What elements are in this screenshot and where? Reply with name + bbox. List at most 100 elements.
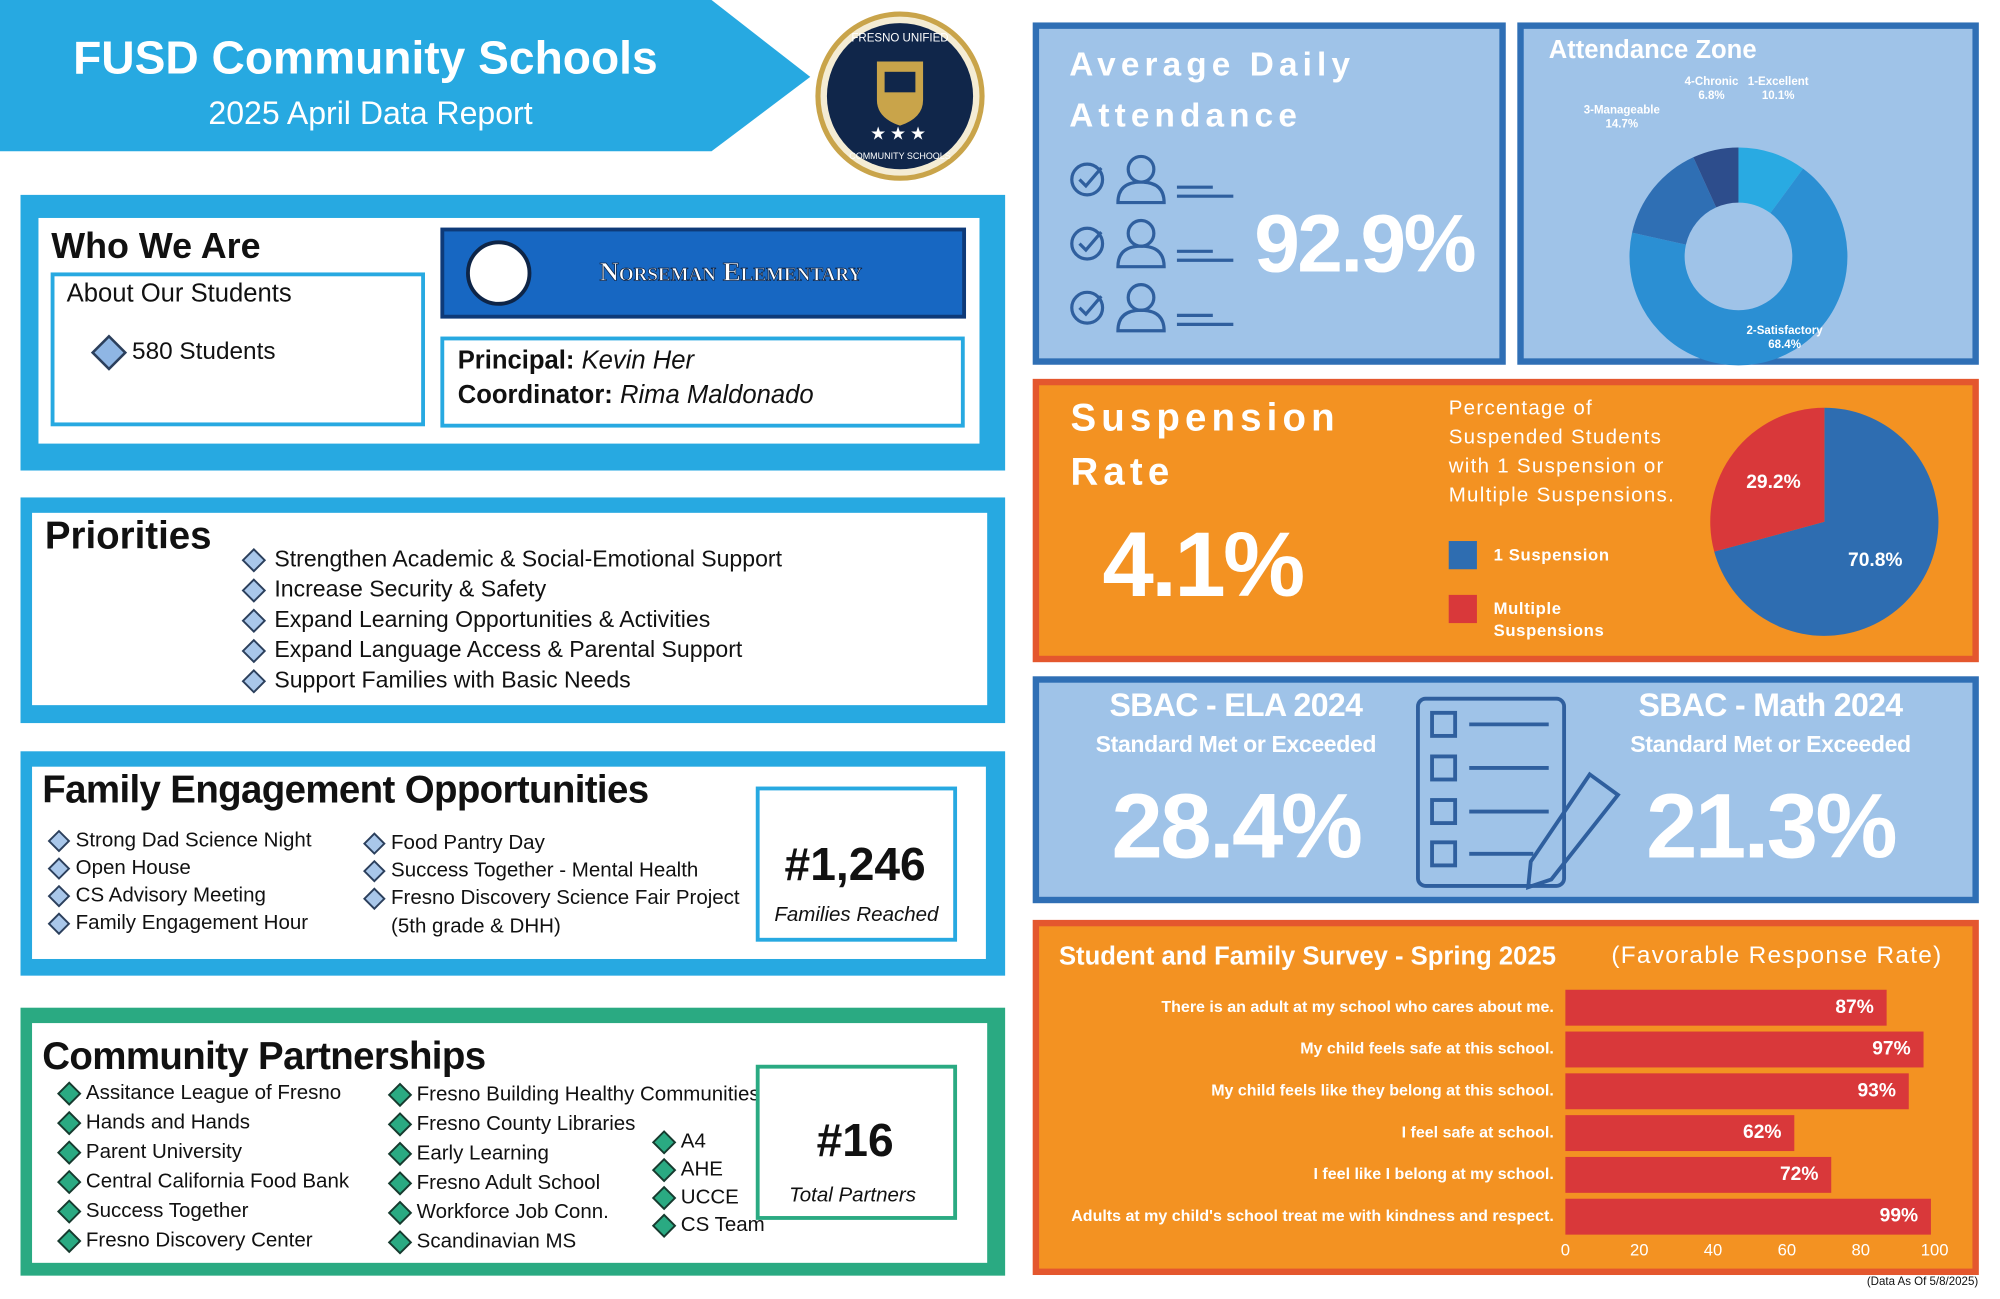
panel (1032, 22, 1506, 365)
priority-item: Strengthen Academic & Social-Emotional S… (274, 545, 782, 571)
bullet (387, 1141, 413, 1167)
bullet (363, 859, 386, 883)
bullet (241, 638, 267, 664)
donut-slice (1693, 147, 1739, 208)
bar (1565, 1198, 1931, 1235)
header-title: FUSD Community Schools (73, 32, 658, 84)
partner-item: UCCE (681, 1185, 739, 1208)
bar-value: 93% (1857, 1080, 1895, 1101)
logo: ★★★ FRESNO UNIFIED COMMUNITY SCHOOLS (815, 11, 985, 181)
panel-title: Student and Family Survey - Spring 2025 (1059, 942, 1556, 970)
section-title: Priorities (45, 515, 212, 558)
slice-value: 10.1% (1762, 90, 1795, 102)
bullet (363, 832, 386, 855)
partner-item: Workforce Job Conn. (417, 1200, 609, 1223)
donut-slice (1629, 168, 1848, 366)
bar-value: 62% (1743, 1122, 1781, 1143)
description-line: Percentage of (1449, 396, 1593, 419)
partner-item: Central California Food Bank (86, 1169, 350, 1192)
panel-title: Attendance (1069, 98, 1302, 135)
bar-category: I feel like I belong at my school. (1314, 1165, 1554, 1183)
partner-item: Parent University (86, 1140, 243, 1163)
bullet (241, 608, 267, 634)
partner-item: A4 (681, 1130, 706, 1153)
bar-value: 97% (1872, 1039, 1910, 1060)
bullet (56, 1081, 82, 1106)
staff-box (440, 336, 965, 428)
partner-item: Fresno Building Healthy Communities (417, 1082, 760, 1105)
school-logo (466, 240, 532, 306)
bar (1565, 1115, 1795, 1152)
panel (1032, 676, 1979, 904)
staff-line: Coordinator: Rima Maldonado (458, 381, 814, 409)
slice-value: 70.8% (1848, 550, 1903, 571)
panel-title: Average Daily (1069, 46, 1355, 83)
label: Coordinator: (458, 381, 613, 409)
bullet (56, 1169, 82, 1195)
x-tick-label: 20 (1630, 1241, 1649, 1260)
bar (1565, 1031, 1924, 1068)
school-banner (440, 227, 967, 319)
partner-item: AHE (681, 1158, 723, 1181)
bar-category: Adults at my child's school treat me wit… (1071, 1207, 1554, 1225)
event-item: Food Pantry Day (391, 831, 546, 854)
clipboard-icon (1416, 696, 1621, 890)
slice-value: 68.4% (1768, 339, 1801, 351)
about-box (50, 272, 426, 427)
suspension-value: 4.1% (1103, 512, 1304, 616)
bullet (651, 1157, 677, 1183)
name: Kevin Her (582, 346, 696, 374)
bullet (56, 1199, 82, 1224)
bullet (241, 578, 267, 603)
count-box (755, 1064, 958, 1220)
slice-label: 3-Manageable (1584, 104, 1661, 116)
bullet (363, 887, 386, 911)
description-line: Multiple Suspensions. (1449, 483, 1675, 506)
bullet (56, 1140, 82, 1165)
legend-label: Multiple Suspensions (1493, 598, 1605, 640)
label: Principal: (458, 346, 575, 374)
description-line: with 1 Suspension or (1448, 454, 1665, 477)
x-tick-label: 0 (1561, 1241, 1570, 1260)
section-title: Community Partnerships (42, 1035, 485, 1078)
attendance-value: 92.9% (1254, 199, 1474, 290)
svg-text:★★★: ★★★ (870, 123, 930, 143)
partner-item: CS Team (681, 1213, 765, 1236)
count-box (755, 786, 958, 942)
event-item: Success Together - Mental Health (391, 859, 698, 882)
bullet (90, 334, 128, 371)
name: Rima Maldonado (620, 381, 814, 409)
sbac-scores: SBAC - ELA 2024 Standard Met or Exceeded 2… (1096, 687, 1911, 878)
footnote: (Data As Of 5/8/2025) (1867, 1276, 1979, 1288)
slice-value: 6.8% (1698, 90, 1724, 102)
description: Percentage of Suspended Students with 1 Su… (1448, 396, 1675, 506)
slice-label: 1-Excellent (1748, 76, 1809, 88)
legend-label: 1 Suspension (1493, 544, 1610, 565)
bullet (241, 669, 267, 694)
partner-item: Fresno Adult School (417, 1171, 600, 1194)
priority-item: Expand Language Access & Parental Suppor… (274, 636, 743, 662)
x-tick-label: 60 (1778, 1241, 1797, 1260)
bullet (387, 1171, 413, 1196)
x-tick-label: 80 (1852, 1241, 1871, 1260)
bullet (387, 1112, 413, 1137)
partner-item: Hands and Hands (86, 1111, 250, 1134)
panel-title: Suspension (1071, 397, 1340, 440)
count: #16 (817, 1114, 894, 1166)
legend-label-box: 1 Suspension (1493, 544, 1610, 565)
sbac-title: SBAC - ELA 2024 (1110, 687, 1364, 723)
bullet (47, 884, 71, 908)
bar (1565, 1156, 1832, 1193)
bullet (47, 912, 71, 936)
partner-item: Scandinavian MS (417, 1230, 577, 1253)
section-title: Family Engagement Opportunities (42, 768, 648, 811)
donut-chart: 1-Excellent 10.1% 2-Satisfactory 68.4% 3-Man… (1584, 76, 1848, 366)
priority-item: Increase Security & Safety (274, 576, 546, 602)
event-item: Open House (76, 856, 191, 879)
partner-item: Early Learning (417, 1141, 549, 1164)
bullet (56, 1110, 82, 1136)
bar-category: My child feels like they belong at this … (1211, 1082, 1554, 1100)
legend-label-box: Multiple Suspensions (1493, 598, 1605, 640)
priority-item: Support Families with Basic Needs (274, 666, 630, 692)
